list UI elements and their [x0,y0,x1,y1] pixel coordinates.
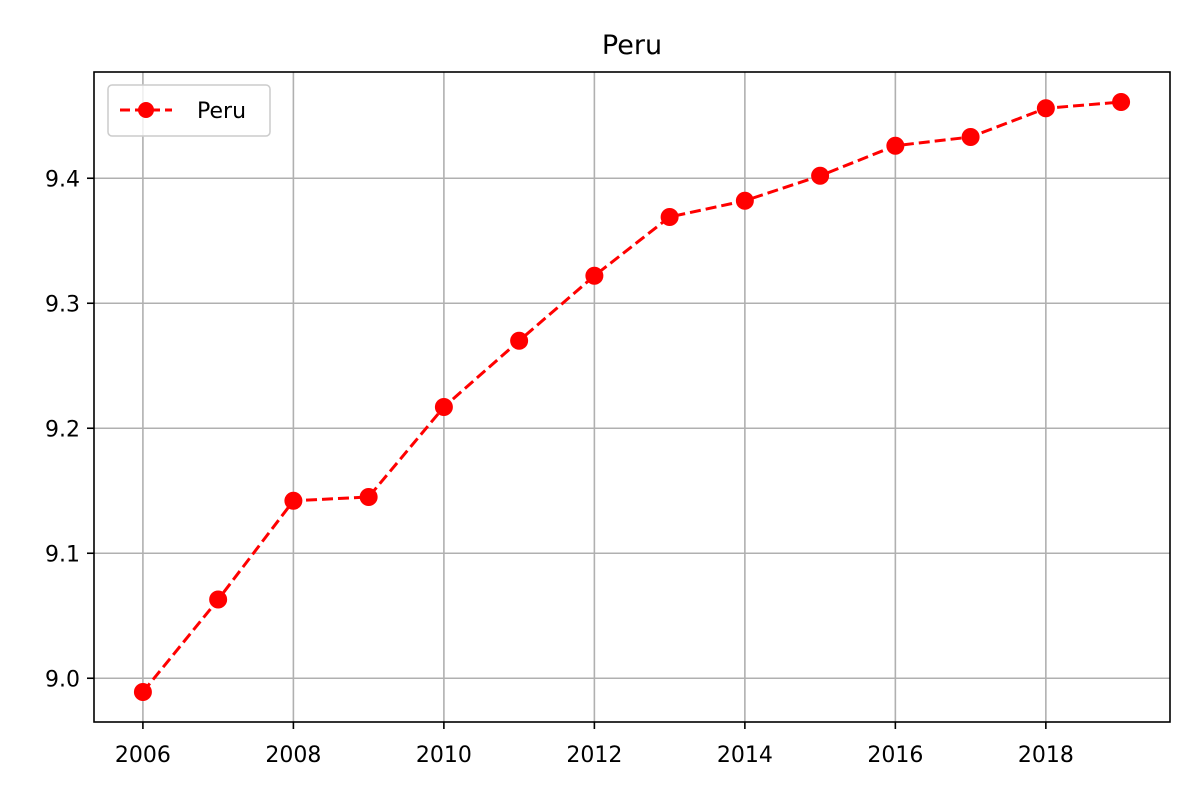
data-point [1036,99,1055,118]
data-point [585,266,604,285]
data-point [735,191,754,210]
data-point [510,331,529,350]
legend-label: Peru [197,99,246,124]
legend: Peru [107,84,271,137]
data-point [133,683,152,701]
data-point [209,590,228,609]
data-point [660,208,679,226]
series-layer [133,93,1131,701]
y-tick-label: 9.2 [45,417,80,442]
legend-marker-swatch [138,102,154,118]
plot-frame [93,71,1171,723]
x-tick-label: 2016 [867,743,923,768]
data-point [434,398,453,416]
x-tick-label: 2006 [115,743,171,768]
y-tick-label: 9.1 [45,542,80,567]
x-tick-label: 2008 [265,743,321,768]
data-point [961,128,980,146]
data-point [359,488,378,506]
x-tick-label: 2010 [416,743,472,768]
x-tick-label: 2018 [1018,743,1074,768]
legend-box [107,84,271,137]
y-tick-label: 9.0 [45,667,80,692]
chart-title: Peru [602,30,662,61]
x-tick-label: 2014 [717,743,773,768]
data-point [1112,93,1131,111]
y-ticks: 9.0 9.1 9.2 9.3 9.4 [45,167,94,692]
grid-lines [94,72,1170,722]
series-line [141,100,1122,693]
x-ticks: 2006 2008 2010 2012 2014 2016 2018 [115,722,1074,768]
y-tick-label: 9.4 [45,167,80,192]
x-tick-label: 2012 [566,743,622,768]
data-point [811,166,830,185]
data-point [284,491,303,510]
y-tick-label: 9.3 [45,292,80,317]
data-point [886,136,905,155]
